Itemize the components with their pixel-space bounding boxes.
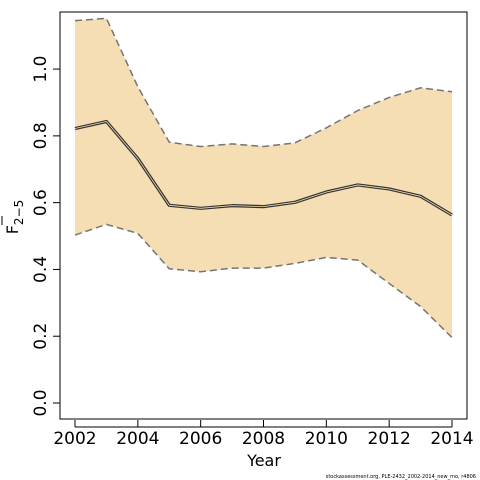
plot-area (74, 17, 453, 339)
x-axis-title: Year (246, 451, 281, 470)
x-tick-label: 2006 (179, 429, 222, 449)
svg-text:F2−5: F2−5 (3, 200, 26, 235)
lower-bound-line (74, 223, 453, 339)
y-tick-label: 0.4 (31, 256, 51, 283)
x-tick-label: 2010 (305, 429, 348, 449)
y-tick-label: 0.0 (31, 389, 51, 416)
y-axis-title: F2−5 (1, 200, 26, 235)
estimate-line-inner (74, 121, 453, 216)
y-axis-title-sub: 2−5 (12, 200, 26, 225)
axes: 2002 2004 2006 2008 2010 2012 2014 0.0 0.2 0.4 0.6… (31, 56, 474, 449)
y-tick-label: 0.6 (31, 189, 51, 216)
confidence-band (75, 18, 452, 338)
y-tick-label: 1.0 (31, 56, 51, 83)
y-tick-label: 0.8 (31, 122, 51, 149)
x-tick-label: 2008 (242, 429, 285, 449)
x-tick-label: 2004 (116, 429, 159, 449)
upper-bound-line (74, 17, 453, 148)
x-tick-label: 2014 (430, 429, 473, 449)
footnote: stockassessment.org, PLE-2432_2002-2014_… (326, 474, 476, 480)
y-axis-title-main: F (3, 225, 22, 234)
x-tick-label: 2012 (368, 429, 411, 449)
x-tick-label: 2002 (53, 429, 96, 449)
y-tick-label: 0.2 (31, 323, 51, 350)
